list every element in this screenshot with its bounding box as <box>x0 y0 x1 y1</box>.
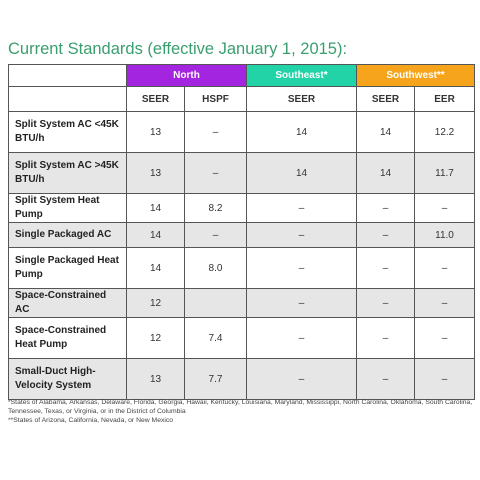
cell-southeast-seer: 14 <box>246 111 358 153</box>
table-row: Split System AC <45K BTU/h 13 – 14 14 12… <box>8 111 476 153</box>
subheader-north-seer: SEER <box>126 86 185 112</box>
standards-table: North Southeast* Southwest** SEER HSPF S… <box>8 64 476 400</box>
cell-southwest-eer: – <box>414 317 476 359</box>
cell-southeast-seer: – <box>246 193 358 223</box>
footnote-southwest: **States of Arizona, California, Nevada,… <box>8 417 174 424</box>
footnote-southeast: *States of Alabama, Arkansas, Delaware, … <box>8 399 473 415</box>
cell-north-seer: 12 <box>126 288 185 318</box>
cell-north-hspf: – <box>183 222 248 248</box>
cell-north-hspf: 8.0 <box>183 247 248 289</box>
row-label: Split System Heat Pump <box>8 193 127 223</box>
cell-north-hspf: 7.4 <box>183 317 248 359</box>
cell-southwest-eer: – <box>414 288 476 318</box>
row-label: Split System AC <45K BTU/h <box>8 111 127 153</box>
cell-southeast-seer: – <box>246 288 358 318</box>
cell-north-hspf: – <box>183 152 248 194</box>
cell-southwest-eer: 11.7 <box>414 152 476 194</box>
cell-southwest-seer: – <box>356 358 416 400</box>
table-row: Single Packaged AC 14 – – – 11.0 <box>8 222 476 248</box>
cell-southeast-seer: – <box>246 317 358 359</box>
cell-north-seer: 12 <box>126 317 185 359</box>
page-title: Current Standards (effective January 1, … <box>8 40 348 58</box>
table-row: Split System AC >45K BTU/h 13 – 14 14 11… <box>8 152 476 194</box>
cell-southwest-eer: – <box>414 193 476 223</box>
cell-north-seer: 13 <box>126 358 185 400</box>
cell-southwest-eer: – <box>414 358 476 400</box>
cell-southeast-seer: – <box>246 247 358 289</box>
table-row: Space-Constrained Heat Pump 12 7.4 – – – <box>8 317 476 359</box>
table-row: Small-Duct High-Velocity System 13 7.7 –… <box>8 358 476 400</box>
row-label: Single Packaged Heat Pump <box>8 247 127 289</box>
table-row: Space-Constrained AC 12 – – – <box>8 288 476 318</box>
cell-north-hspf <box>183 288 248 318</box>
cell-southwest-seer: – <box>356 222 416 248</box>
cell-southwest-seer: 14 <box>356 152 416 194</box>
cell-southwest-eer: 11.0 <box>414 222 476 248</box>
group-southeast-header: Southeast* <box>246 64 358 87</box>
subheader-southwest-seer: SEER <box>356 86 416 112</box>
cell-southwest-eer: – <box>414 247 476 289</box>
cell-southeast-seer: 14 <box>246 152 358 194</box>
cell-southwest-seer: – <box>356 193 416 223</box>
row-label: Space-Constrained AC <box>8 288 127 318</box>
cell-southeast-seer: – <box>246 358 358 400</box>
cell-southwest-seer: 14 <box>356 111 416 153</box>
subheader-southeast-seer: SEER <box>246 86 358 112</box>
cell-north-seer: 13 <box>126 152 185 194</box>
group-header-row: North Southeast* Southwest** <box>8 64 476 87</box>
cell-southwest-seer: – <box>356 317 416 359</box>
row-label: Small-Duct High-Velocity System <box>8 358 127 400</box>
cell-north-hspf: 8.2 <box>183 193 248 223</box>
cell-north-hspf: 7.7 <box>183 358 248 400</box>
subheader-southwest-eer: EER <box>414 86 476 112</box>
footnotes: *States of Alabama, Arkansas, Delaware, … <box>8 398 476 425</box>
cell-north-seer: 14 <box>126 193 185 223</box>
table-row: Single Packaged Heat Pump 14 8.0 – – – <box>8 247 476 289</box>
cell-north-seer: 14 <box>126 247 185 289</box>
corner-cell <box>8 64 127 87</box>
row-label: Split System AC >45K BTU/h <box>8 152 127 194</box>
cell-southeast-seer: – <box>246 222 358 248</box>
cell-southwest-seer: – <box>356 247 416 289</box>
cell-southwest-eer: 12.2 <box>414 111 476 153</box>
table-row: Split System Heat Pump 14 8.2 – – – <box>8 193 476 223</box>
subheader-row: SEER HSPF SEER SEER EER <box>8 86 476 112</box>
row-label: Single Packaged AC <box>8 222 127 248</box>
cell-southwest-seer: – <box>356 288 416 318</box>
group-southwest-header: Southwest** <box>356 64 476 87</box>
cell-north-hspf: – <box>183 111 248 153</box>
group-north-header: North <box>125 64 248 87</box>
subheader-corner <box>8 86 127 112</box>
row-label: Space-Constrained Heat Pump <box>8 317 127 359</box>
cell-north-seer: 13 <box>126 111 185 153</box>
cell-north-seer: 14 <box>126 222 185 248</box>
subheader-north-hspf: HSPF <box>183 86 248 112</box>
